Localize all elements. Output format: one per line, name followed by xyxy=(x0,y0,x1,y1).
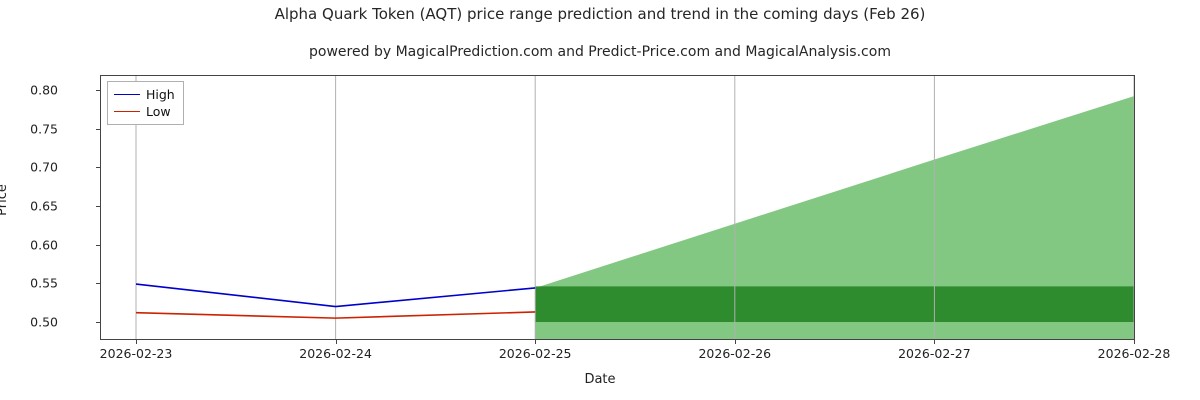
x-tick-label: 2026-02-26 xyxy=(698,346,772,361)
y-tick-label: 0.75 xyxy=(30,121,58,137)
legend-swatch-low xyxy=(114,111,140,112)
y-tick-label: 0.80 xyxy=(30,82,58,98)
x-tick-mark xyxy=(1134,340,1135,344)
legend-item-low: Low xyxy=(114,103,175,120)
inner-forecast-band xyxy=(535,286,1134,322)
y-tick-label: 0.70 xyxy=(30,159,58,175)
x-tick-label: 2026-02-23 xyxy=(99,346,173,361)
chart-title: Alpha Quark Token (AQT) price range pred… xyxy=(274,5,926,23)
y-tick-label: 0.60 xyxy=(30,237,58,253)
legend-label-low: Low xyxy=(146,104,171,119)
y-tick-label: 0.55 xyxy=(30,275,58,291)
y-tick-label: 0.65 xyxy=(30,198,58,214)
x-tick-label: 2026-02-27 xyxy=(898,346,971,361)
chart-legend: High Low xyxy=(107,81,184,125)
legend-swatch-high xyxy=(114,94,140,95)
x-tick-mark xyxy=(335,340,337,344)
y-tick-mark xyxy=(96,128,100,130)
y-tick-mark xyxy=(96,89,100,91)
y-tick-label: 0.50 xyxy=(30,314,58,330)
x-axis-label: Date xyxy=(584,372,616,387)
y-tick-mark xyxy=(96,244,100,246)
x-tick-label: 2026-02-25 xyxy=(498,346,572,361)
x-tick-mark xyxy=(136,340,137,344)
series-line-low xyxy=(135,311,536,319)
x-tick-label: 2026-02-24 xyxy=(299,346,372,361)
series-line-high xyxy=(135,283,536,308)
y-axis-label: Price xyxy=(0,184,10,216)
y-tick-mark xyxy=(96,283,100,285)
x-tick-label: 2026-02-28 xyxy=(1097,346,1171,361)
legend-label-high: High xyxy=(146,87,175,102)
x-tick-mark xyxy=(934,340,936,344)
y-tick-mark xyxy=(96,205,100,207)
outer-forecast-band xyxy=(535,96,1134,339)
y-tick-mark xyxy=(96,321,100,323)
x-tick-mark xyxy=(734,340,736,344)
y-tick-mark xyxy=(96,167,100,169)
x-tick-mark xyxy=(535,340,537,344)
plot-area xyxy=(100,75,1135,340)
legend-item-high: High xyxy=(114,86,175,103)
chart-subtitle: powered by MagicalPrediction.com and Pre… xyxy=(309,44,891,60)
plot-svg xyxy=(135,76,1134,339)
